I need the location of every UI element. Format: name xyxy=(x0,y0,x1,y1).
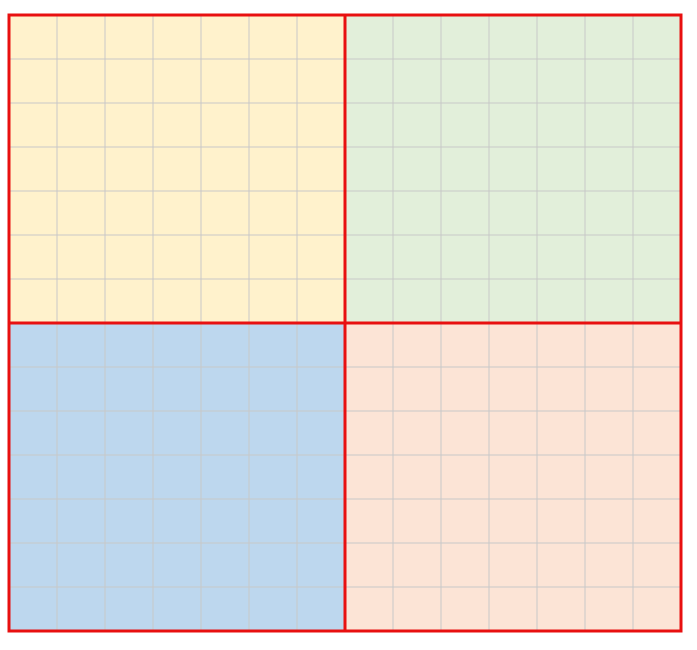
quadrant-fills xyxy=(9,15,681,631)
quadrant-top-left xyxy=(9,15,345,323)
quadrant-bottom-left xyxy=(9,323,345,631)
quadrant-top-right xyxy=(345,15,681,323)
quadrant-bottom-right xyxy=(345,323,681,631)
quadrant-borders xyxy=(7,13,683,633)
